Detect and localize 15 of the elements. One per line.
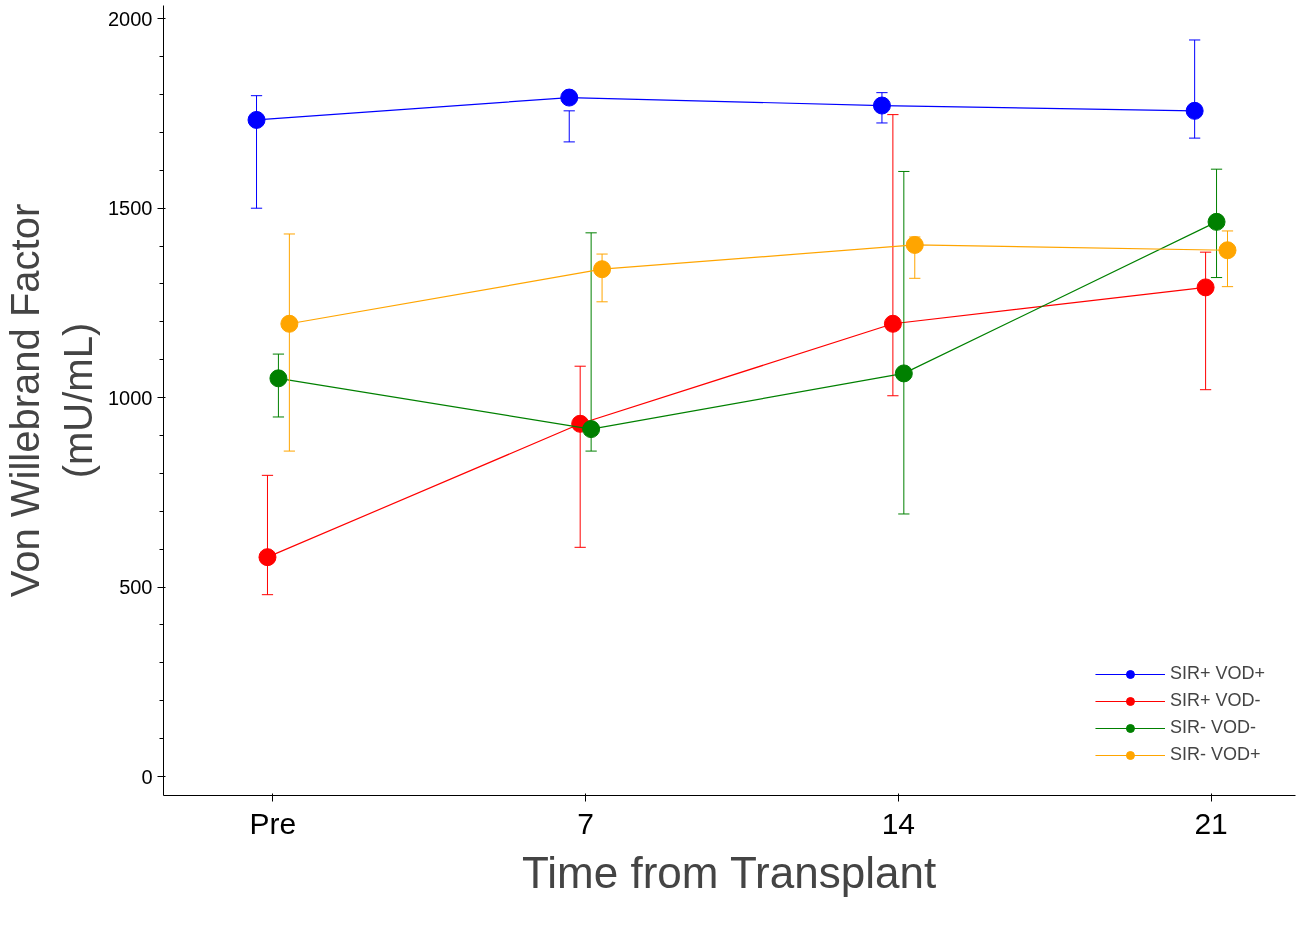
legend-label: SIR+ VOD- [1169, 690, 1261, 711]
x-axis-title: Time from Transplant [522, 847, 937, 897]
x-tick-label: 7 [577, 806, 594, 840]
y-tick-label: 1000 [108, 386, 153, 409]
legend-label: SIR+ VOD+ [1169, 663, 1265, 684]
x-tick-label: 14 [881, 806, 916, 840]
x-tick-label: 21 [1194, 806, 1228, 840]
legend-label: SIR- VOD- [1169, 717, 1256, 738]
y-tick-label: 1500 [108, 197, 153, 220]
legend-label: SIR- VOD+ [1169, 744, 1261, 765]
y-axis-title: Von Willebrand Factor (mU/mL) [3, 203, 101, 598]
y-tick-label: 0 [141, 765, 153, 788]
x-tick-label: Pre [249, 806, 297, 840]
y-tick-label: 500 [119, 576, 153, 599]
y-tick-label: 2000 [108, 7, 153, 30]
